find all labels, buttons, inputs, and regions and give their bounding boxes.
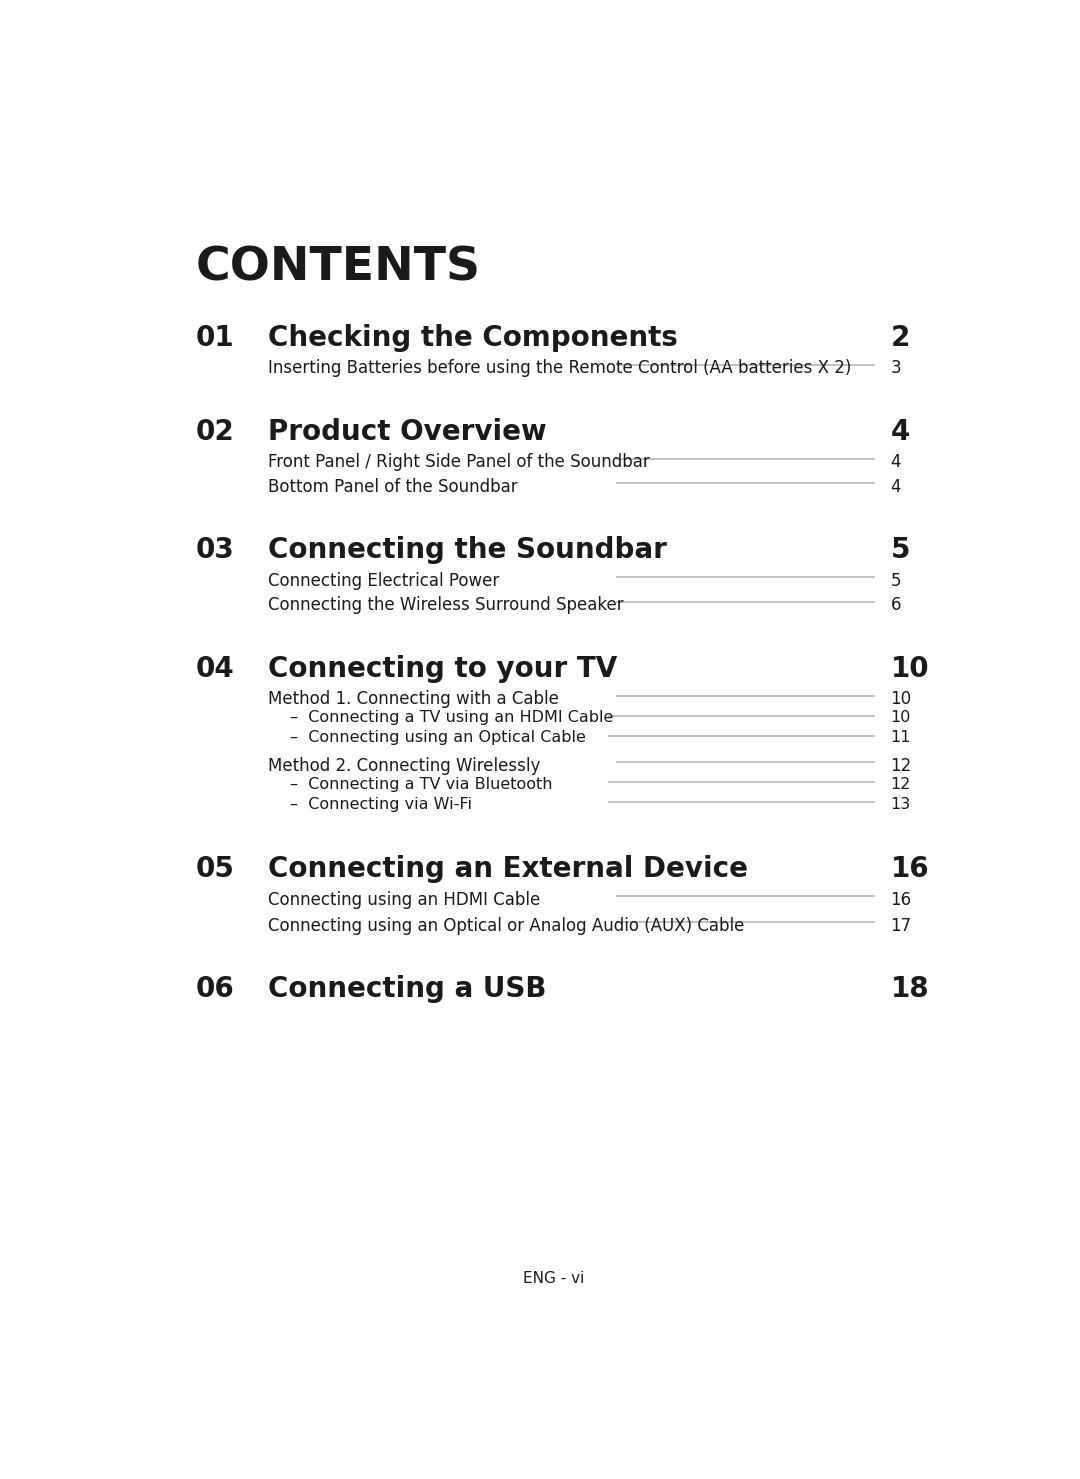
Text: 10: 10 bbox=[891, 710, 912, 725]
Text: 12: 12 bbox=[891, 757, 912, 775]
Text: 10: 10 bbox=[891, 655, 929, 683]
Text: 5: 5 bbox=[891, 537, 910, 565]
Text: Inserting Batteries before using the Remote Control (AA batteries X 2): Inserting Batteries before using the Rem… bbox=[268, 359, 852, 377]
Text: –  Connecting via Wi-Fi: – Connecting via Wi-Fi bbox=[291, 797, 472, 812]
Text: Connecting the Soundbar: Connecting the Soundbar bbox=[268, 537, 667, 565]
Text: –  Connecting using an Optical Cable: – Connecting using an Optical Cable bbox=[291, 731, 585, 745]
Text: 01: 01 bbox=[195, 324, 234, 352]
Text: 10: 10 bbox=[891, 691, 912, 708]
Text: Connecting an External Device: Connecting an External Device bbox=[268, 855, 748, 883]
Text: 06: 06 bbox=[195, 975, 234, 1003]
Text: –  Connecting a TV using an HDMI Cable: – Connecting a TV using an HDMI Cable bbox=[291, 710, 613, 725]
Text: Connecting a USB: Connecting a USB bbox=[268, 975, 546, 1003]
Text: 4: 4 bbox=[891, 478, 901, 495]
Text: 04: 04 bbox=[195, 655, 234, 683]
Text: 17: 17 bbox=[891, 917, 912, 935]
Text: Connecting using an Optical or Analog Audio (AUX) Cable: Connecting using an Optical or Analog Au… bbox=[268, 917, 745, 935]
Text: 6: 6 bbox=[891, 596, 901, 614]
Text: 4: 4 bbox=[891, 417, 910, 445]
Text: 13: 13 bbox=[891, 797, 910, 812]
Text: Bottom Panel of the Soundbar: Bottom Panel of the Soundbar bbox=[268, 478, 518, 495]
Text: Connecting to your TV: Connecting to your TV bbox=[268, 655, 618, 683]
Text: 02: 02 bbox=[195, 417, 234, 445]
Text: Product Overview: Product Overview bbox=[268, 417, 546, 445]
Text: 03: 03 bbox=[195, 537, 234, 565]
Text: 5: 5 bbox=[891, 572, 901, 590]
Text: Connecting using an HDMI Cable: Connecting using an HDMI Cable bbox=[268, 890, 541, 908]
Text: 12: 12 bbox=[891, 776, 912, 791]
Text: Connecting Electrical Power: Connecting Electrical Power bbox=[268, 572, 500, 590]
Text: 05: 05 bbox=[195, 855, 234, 883]
Text: CONTENTS: CONTENTS bbox=[195, 246, 481, 290]
Text: 4: 4 bbox=[891, 453, 901, 472]
Text: 11: 11 bbox=[891, 731, 912, 745]
Text: 2: 2 bbox=[891, 324, 910, 352]
Text: –  Connecting a TV via Bluetooth: – Connecting a TV via Bluetooth bbox=[291, 776, 553, 791]
Text: 16: 16 bbox=[891, 890, 912, 908]
Text: 18: 18 bbox=[891, 975, 929, 1003]
Text: ENG - vi: ENG - vi bbox=[523, 1270, 584, 1285]
Text: Method 1. Connecting with a Cable: Method 1. Connecting with a Cable bbox=[268, 691, 559, 708]
Text: 16: 16 bbox=[891, 855, 929, 883]
Text: 3: 3 bbox=[891, 359, 901, 377]
Text: Front Panel / Right Side Panel of the Soundbar: Front Panel / Right Side Panel of the So… bbox=[268, 453, 650, 472]
Text: Connecting the Wireless Surround Speaker: Connecting the Wireless Surround Speaker bbox=[268, 596, 624, 614]
Text: Method 2. Connecting Wirelessly: Method 2. Connecting Wirelessly bbox=[268, 757, 541, 775]
Text: Checking the Components: Checking the Components bbox=[268, 324, 678, 352]
